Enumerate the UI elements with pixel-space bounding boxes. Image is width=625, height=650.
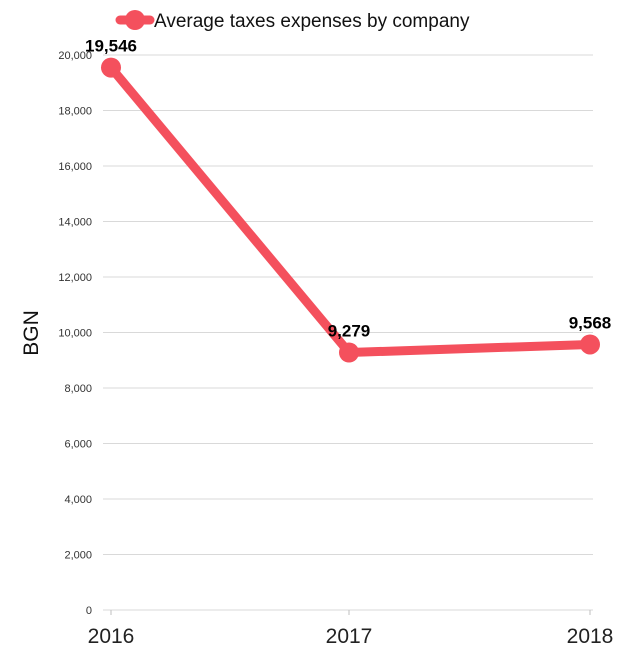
y-tick-label: 12,000 bbox=[58, 272, 92, 284]
y-tick-label: 4,000 bbox=[64, 494, 92, 506]
data-label: 9,568 bbox=[569, 313, 612, 332]
legend: Average taxes expenses by company bbox=[115, 10, 470, 32]
data-labels: 19,546 9,279 9,568 bbox=[85, 37, 611, 341]
y-tick-label: 2,000 bbox=[64, 550, 92, 562]
x-tick-label: 2016 bbox=[88, 625, 135, 648]
y-tick-label: 20,000 bbox=[58, 50, 92, 62]
legend-label: Average taxes expenses by company bbox=[154, 11, 470, 32]
data-point bbox=[339, 342, 359, 363]
axes: 0 2,000 4,000 6,000 8,000 10,000 12,000 14,000 1… bbox=[58, 50, 613, 648]
series-lines bbox=[101, 57, 600, 363]
data-label: 19,546 bbox=[85, 37, 137, 56]
x-tick-label: 2017 bbox=[326, 625, 373, 648]
y-tick-label: 10,000 bbox=[58, 328, 92, 340]
y-tick-label: 16,000 bbox=[58, 161, 92, 173]
y-axis-title: BGN bbox=[20, 310, 43, 356]
gridlines bbox=[103, 54, 593, 611]
data-point bbox=[580, 334, 600, 355]
y-tick-label: 14,000 bbox=[58, 217, 92, 229]
data-point bbox=[101, 57, 121, 78]
y-tick-label: 8,000 bbox=[64, 383, 92, 395]
x-tick-label: 2018 bbox=[567, 625, 614, 648]
y-tick-label: 6,000 bbox=[64, 439, 92, 451]
y-tick-label: 0 bbox=[86, 605, 92, 617]
data-label: 9,279 bbox=[328, 322, 371, 341]
y-tick-label: 18,000 bbox=[58, 106, 92, 118]
